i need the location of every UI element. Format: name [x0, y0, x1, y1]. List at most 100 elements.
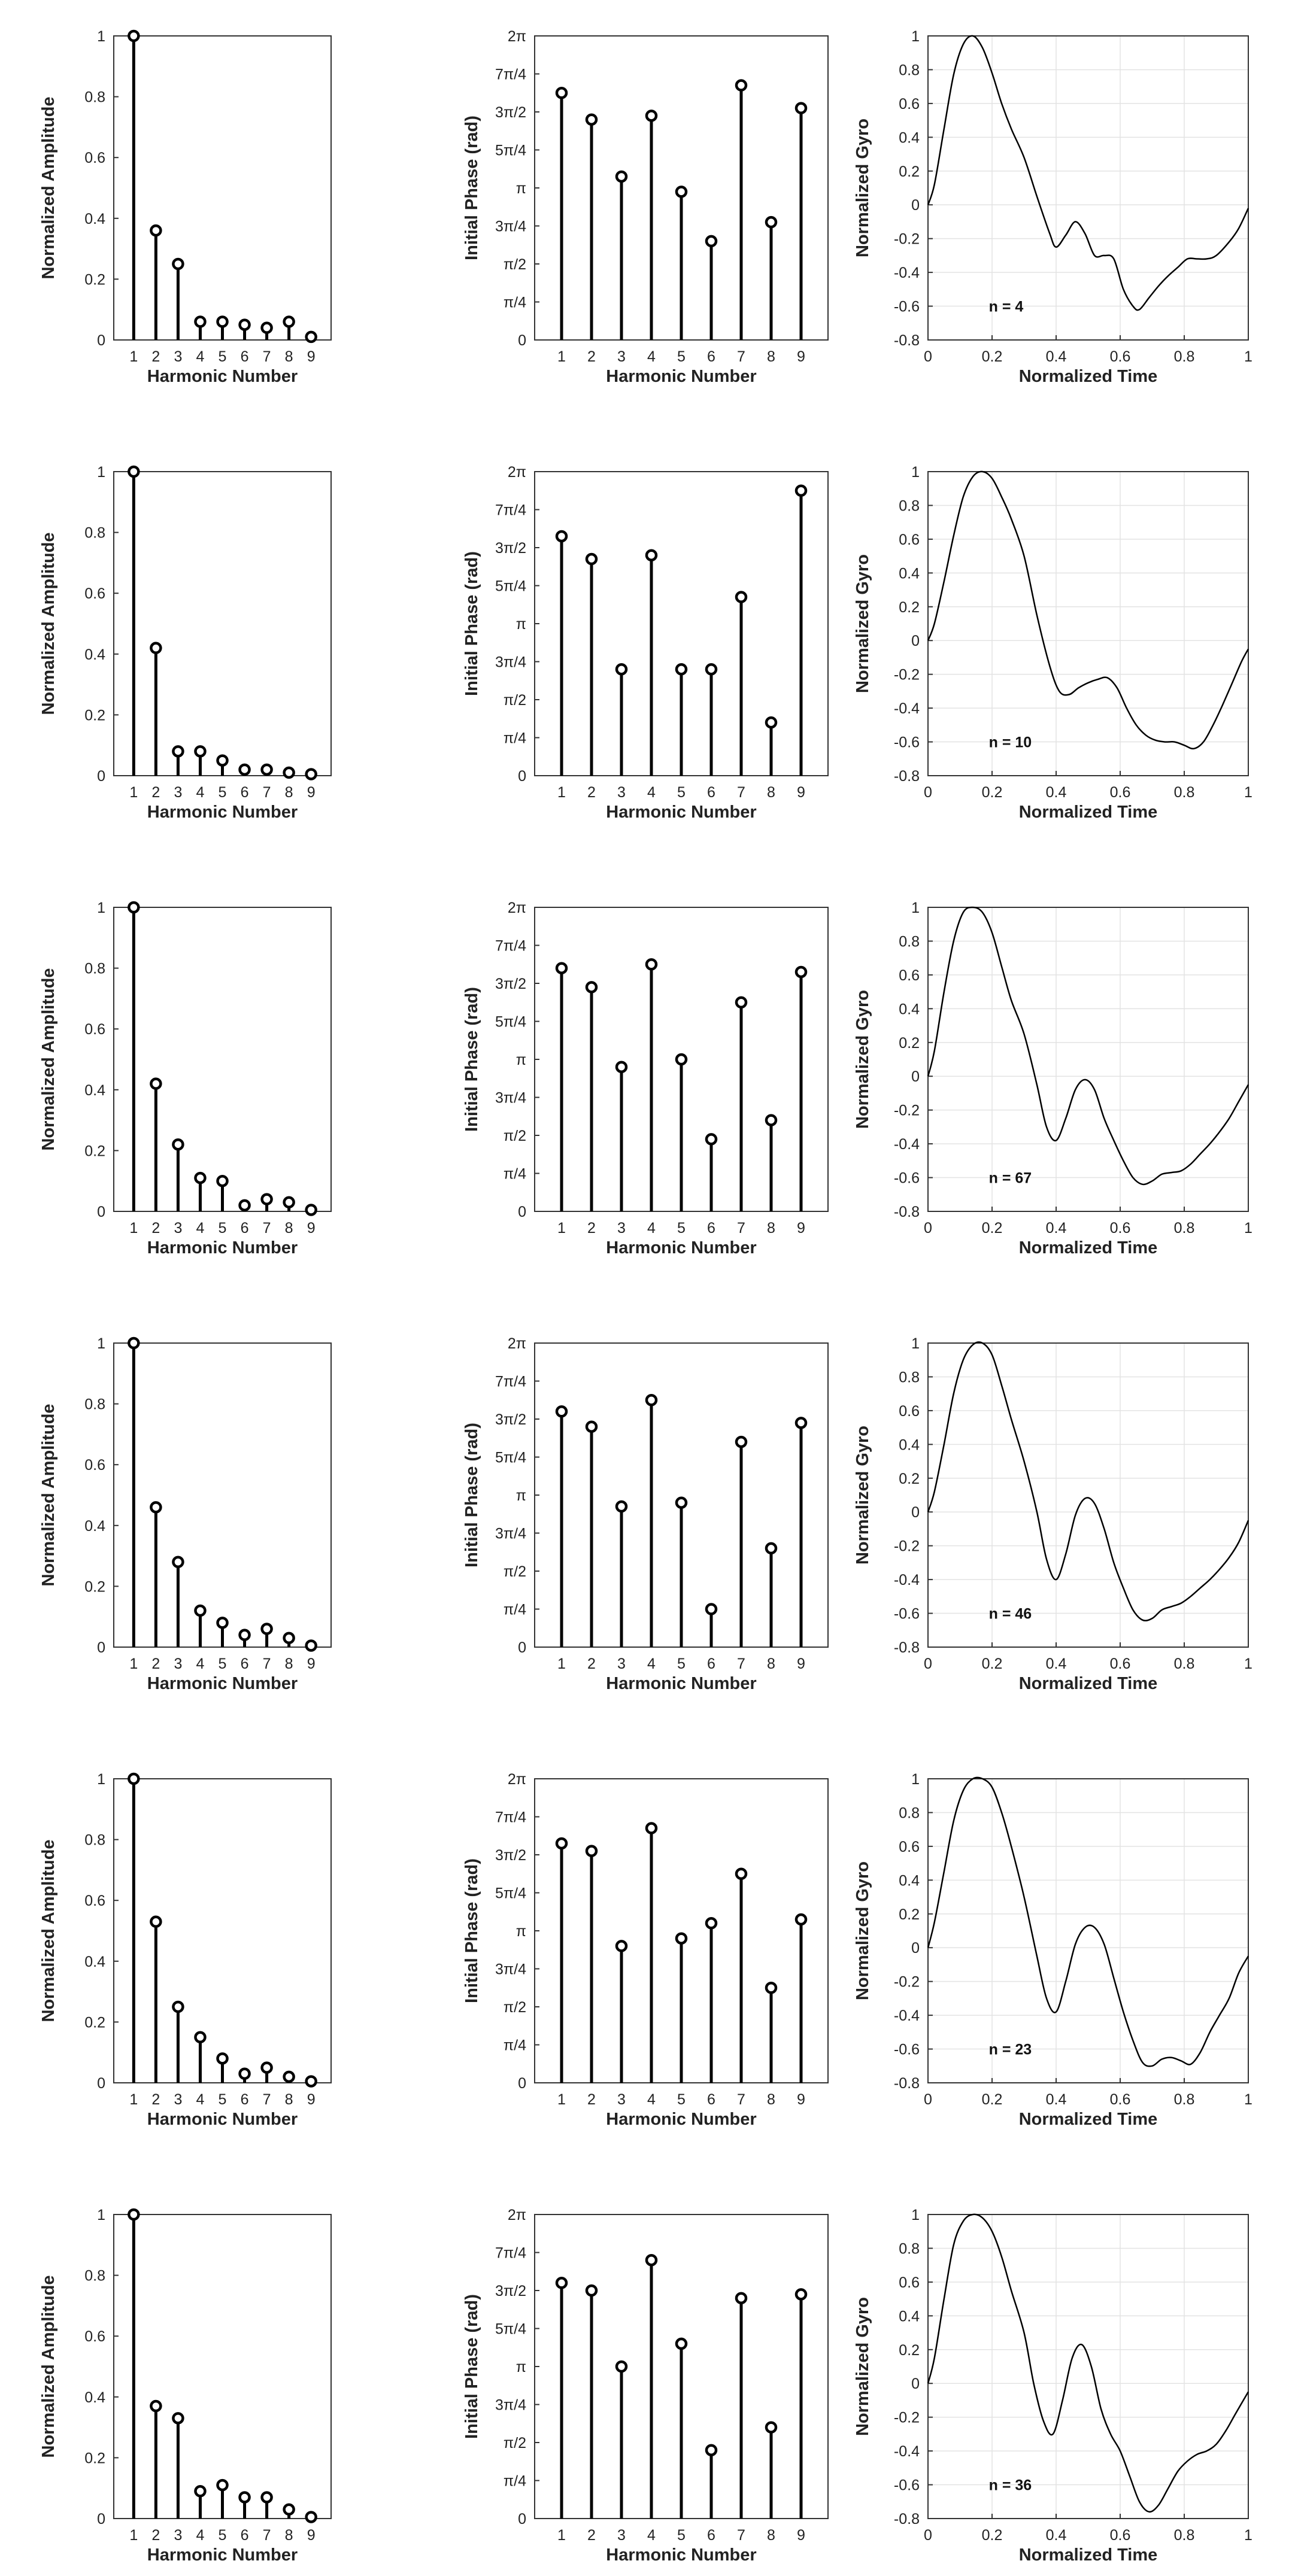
x-tick-label: 6	[707, 348, 715, 365]
y-tick-label: -0.8	[894, 332, 920, 349]
y-axis-label: Normalized Amplitude	[39, 96, 58, 279]
x-tick-label: 9	[307, 1220, 316, 1237]
y-tick-label: -0.4	[894, 1572, 920, 1588]
x-tick-label: 2	[587, 1220, 596, 1237]
y-tick-label: 1	[97, 2207, 105, 2223]
x-tick-label: 5	[219, 2091, 227, 2108]
x-tick-label: 3	[617, 2527, 626, 2544]
stem-marker	[735, 1867, 748, 1880]
gyro-series-line	[927, 35, 1249, 311]
stem-marker	[794, 1913, 808, 1926]
y-tick-label: 1	[97, 1771, 105, 1788]
y-axis-label: Initial Phase (rad)	[462, 551, 481, 696]
x-tick-label: 1	[129, 2091, 138, 2108]
x-axis-label: Harmonic Number	[147, 2545, 298, 2565]
x-tick-label: 9	[797, 1220, 805, 1237]
y-tick-label: -0.2	[894, 667, 920, 684]
x-tick-label: 1	[129, 1655, 138, 1672]
stem-marker	[555, 87, 568, 99]
chart-6-gyro-curve: -0.8 -0.6 -0.4 -0.2 0 0.2 0.4 0.6 0.8 1 0 0.2 0.4 0.6…	[853, 464, 1252, 822]
y-tick-label: 1	[97, 464, 105, 481]
y-tick-label: 0	[911, 197, 920, 214]
stem-marker	[128, 901, 140, 914]
y-tick-label: π/4	[504, 1166, 526, 1183]
y-tick-label: π	[516, 180, 526, 197]
stem-marker	[645, 110, 658, 122]
y-tick-label: -0.4	[894, 2007, 920, 2024]
stem-marker	[585, 2284, 598, 2297]
stem-marker	[172, 745, 184, 758]
x-tick-label: 0.4	[1046, 784, 1067, 801]
stem-marker	[128, 29, 140, 42]
x-tick-label: 0.8	[1174, 2527, 1195, 2544]
x-tick-label: 1	[1244, 784, 1252, 801]
x-tick-label: 7	[737, 2091, 745, 2108]
stem-marker	[305, 2075, 317, 2088]
stem-marker	[172, 2000, 184, 2013]
y-tick-label: 0.8	[84, 525, 105, 542]
stem-marker	[765, 716, 778, 729]
chart-2-phase-stem: 0 π/4 π/2 3π/4 π 5π/4 3π/2 7π/4 2π 1 2 3 4 5 6 7 8 9 Harmo…	[462, 28, 829, 386]
x-tick-label: 2	[587, 1655, 596, 1672]
y-tick-label: 0.8	[899, 497, 920, 514]
y-tick-label: π/2	[504, 1563, 526, 1580]
x-axis-label: Harmonic Number	[606, 803, 756, 822]
y-axis-label: Normalized Gyro	[853, 119, 872, 257]
stem-marker	[150, 224, 162, 237]
x-tick-label: 8	[767, 1655, 775, 1672]
stem-marker	[765, 215, 778, 229]
y-tick-label: 5π/4	[495, 1450, 526, 1466]
x-tick-label: 0.8	[1174, 348, 1195, 365]
y-tick-label: 7π/4	[495, 502, 526, 519]
x-tick-label: 3	[174, 1655, 182, 1672]
x-tick-label: 0	[924, 1220, 932, 1237]
x-tick-label: 8	[285, 2091, 293, 2108]
stem-marker	[555, 962, 568, 974]
stem-marker	[194, 745, 207, 758]
y-axis-label: Initial Phase (rad)	[462, 2294, 481, 2439]
x-tick-label: 6	[241, 1655, 249, 1672]
axes-box	[927, 35, 1249, 341]
x-tick-label: 1	[129, 1220, 138, 1237]
y-axis-label: Normalized Amplitude	[39, 2275, 58, 2457]
y-tick-label: 0	[911, 1504, 920, 1521]
x-tick-label: 3	[174, 348, 182, 365]
x-tick-label: 6	[707, 2527, 715, 2544]
y-tick-label: 0.6	[84, 2328, 105, 2345]
x-tick-label: 5	[219, 1220, 227, 1237]
x-tick-label: 7	[263, 2091, 271, 2108]
x-tick-label: 4	[647, 348, 656, 365]
y-axis-label: Normalized Amplitude	[39, 968, 58, 1150]
chart-8-phase-stem: 0 π/4 π/2 3π/4 π 5π/4 3π/2 7π/4 2π 1 2 3 4 5 6 7 8 9 Harmo…	[462, 900, 829, 1257]
y-axis-label: Normalized Gyro	[853, 1426, 872, 1565]
x-tick-label: 0.8	[1174, 1655, 1195, 1672]
y-axis-label: Initial Phase (rad)	[462, 1858, 481, 2003]
stem-marker	[150, 1501, 162, 1514]
y-tick-label: 0	[911, 2375, 920, 2392]
y-tick-label: 5π/4	[495, 142, 526, 159]
y-tick-label: -0.2	[894, 1102, 920, 1119]
y-tick-label: -0.6	[894, 734, 920, 751]
stem-marker	[675, 186, 688, 198]
stem-marker	[128, 1772, 140, 1785]
stem-marker	[238, 1199, 251, 1212]
y-tick-label: π/4	[504, 294, 526, 311]
y-tick-label: 0.2	[84, 2450, 105, 2466]
x-tick-label: 8	[767, 2091, 775, 2108]
stem-marker	[675, 1053, 688, 1066]
x-tick-label: 5	[677, 1655, 686, 1672]
x-tick-label: 6	[241, 1220, 249, 1237]
y-tick-label: 2π	[508, 464, 526, 481]
stem-marker	[585, 552, 598, 566]
stem-marker	[150, 2399, 162, 2413]
stem-marker	[305, 768, 317, 780]
x-tick-label: 2	[587, 348, 596, 365]
y-tick-label: 7π/4	[495, 66, 526, 83]
stem-marker	[172, 1138, 184, 1151]
y-tick-label: 0.2	[899, 163, 920, 180]
x-tick-label: 0.4	[1046, 2091, 1067, 2108]
x-tick-label: 0	[924, 784, 932, 801]
x-tick-label: 7	[737, 784, 745, 801]
